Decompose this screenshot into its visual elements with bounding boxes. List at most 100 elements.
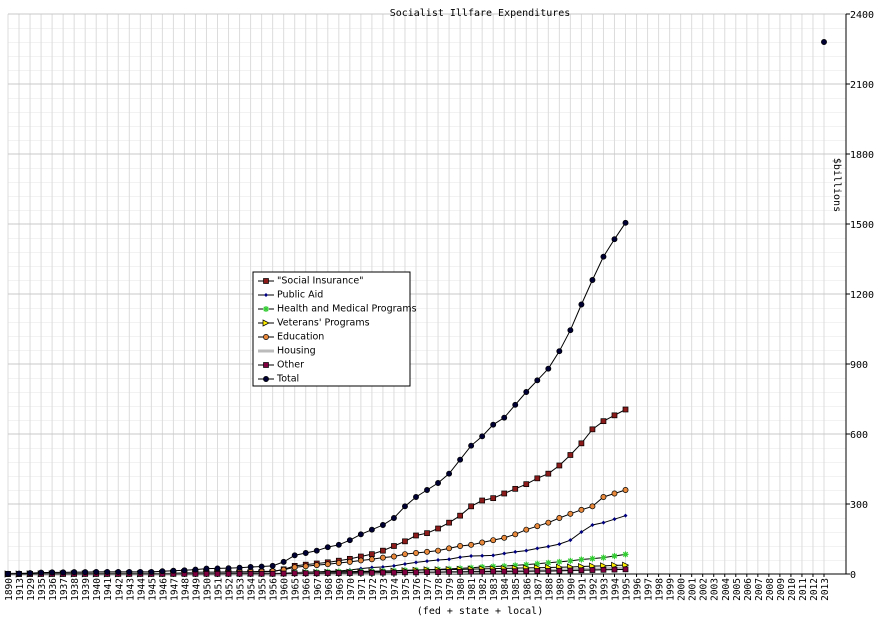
legend-label: "Social Insurance" — [277, 276, 364, 287]
marker — [126, 568, 133, 575]
marker — [379, 522, 386, 528]
x-tick-label: 2004 — [721, 578, 732, 601]
marker — [601, 520, 606, 525]
x-tick-label: 1992 — [588, 578, 599, 601]
marker — [446, 545, 453, 552]
marker — [821, 39, 827, 45]
marker — [622, 487, 629, 493]
marker — [335, 541, 342, 548]
marker — [501, 490, 508, 497]
marker — [590, 523, 595, 527]
x-tick-label: 1954 — [247, 578, 258, 601]
marker — [535, 546, 540, 551]
x-tick-label: 1937 — [59, 578, 70, 601]
marker — [623, 513, 628, 518]
marker — [567, 510, 574, 517]
marker — [600, 418, 607, 425]
x-tick-label: 1945 — [147, 578, 158, 601]
marker — [263, 362, 269, 368]
marker — [225, 570, 232, 577]
marker — [413, 569, 419, 576]
marker — [390, 553, 397, 560]
marker — [137, 568, 144, 575]
x-tick-label: 1979 — [445, 578, 456, 601]
x-tick-label: 1991 — [577, 578, 588, 601]
marker — [313, 547, 320, 554]
marker — [611, 412, 618, 419]
marker — [424, 530, 430, 537]
marker — [479, 497, 486, 504]
marker — [556, 348, 563, 355]
marker — [291, 570, 298, 577]
x-tick-label: 1978 — [434, 578, 445, 601]
marker — [391, 569, 397, 576]
x-tick-label: 1997 — [644, 578, 655, 601]
marker — [203, 570, 210, 577]
marker — [468, 503, 474, 510]
x-tick-label: 1999 — [666, 578, 677, 601]
marker — [413, 494, 419, 500]
y-tick-label: 1500 — [850, 220, 874, 231]
marker — [622, 551, 629, 558]
y-tick-label: 1800 — [850, 150, 874, 161]
marker — [280, 558, 287, 565]
marker — [236, 564, 243, 571]
marker — [27, 570, 34, 577]
marker — [611, 490, 618, 497]
marker — [414, 560, 418, 565]
marker — [611, 553, 618, 560]
marker — [346, 537, 353, 544]
x-tick-label: 1965 — [291, 578, 302, 601]
x-tick-label: 2008 — [765, 578, 776, 601]
marker — [556, 567, 563, 574]
marker — [369, 569, 375, 576]
marker — [567, 327, 574, 334]
marker — [313, 562, 320, 569]
marker — [567, 567, 574, 574]
marker — [534, 377, 541, 384]
marker — [391, 563, 396, 568]
x-tick-label: 1995 — [622, 578, 633, 601]
y-tick-label: 600 — [850, 430, 868, 441]
marker — [302, 570, 309, 577]
x-tick-label: 2005 — [732, 578, 743, 601]
x-tick-label: 1942 — [114, 578, 125, 601]
x-tick-label: 2013 — [820, 578, 831, 601]
x-tick-label: 1986 — [522, 578, 533, 601]
marker — [379, 554, 386, 561]
x-tick-label: 1987 — [533, 578, 544, 601]
marker — [269, 570, 276, 577]
marker — [424, 569, 430, 575]
x-tick-label: 1940 — [92, 578, 103, 601]
marker — [501, 534, 508, 541]
marker — [380, 565, 385, 569]
marker — [523, 561, 530, 568]
x-tick-label: 1998 — [655, 578, 666, 601]
marker — [390, 515, 397, 521]
marker — [468, 541, 475, 548]
marker — [458, 555, 463, 560]
x-tick-label: 1975 — [401, 578, 412, 601]
x-tick-label: 1952 — [225, 578, 236, 601]
y-axis-label: $billions — [831, 158, 842, 212]
marker — [263, 334, 269, 340]
marker — [435, 480, 442, 486]
marker — [545, 519, 552, 526]
marker — [534, 560, 541, 567]
marker — [501, 568, 508, 575]
marker — [302, 563, 309, 570]
marker — [436, 558, 441, 562]
x-tick-label: 1989 — [555, 578, 566, 601]
x-tick-label: 2003 — [710, 578, 721, 601]
marker — [358, 569, 364, 576]
x-tick-label: 1967 — [313, 578, 324, 601]
marker — [534, 568, 541, 574]
x-tick-label: 1985 — [511, 578, 522, 601]
marker — [523, 481, 530, 488]
legend-box — [252, 271, 411, 387]
y-tick-label: 300 — [850, 500, 868, 511]
marker — [214, 565, 221, 572]
marker — [600, 566, 607, 573]
marker — [502, 551, 507, 556]
marker — [346, 558, 353, 565]
